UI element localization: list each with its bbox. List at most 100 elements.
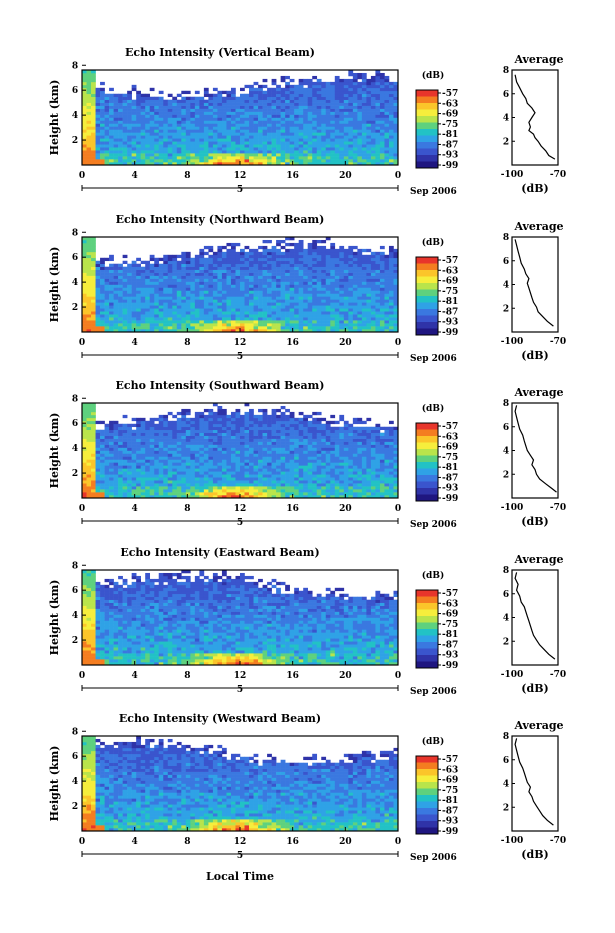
heatmap-cell <box>100 282 105 285</box>
heatmap-cell <box>281 267 286 270</box>
heatmap-cell <box>235 115 240 118</box>
heatmap-cell <box>208 270 213 273</box>
heatmap-cell <box>321 258 326 261</box>
heatmap-cell <box>123 285 128 288</box>
heatmap-cell <box>186 442 191 445</box>
heatmap-cell <box>195 424 200 427</box>
heatmap-cell <box>199 445 204 448</box>
heatmap-cell <box>141 421 146 424</box>
heatmap-cell <box>222 465 227 468</box>
heatmap-cell <box>226 97 231 100</box>
heatmap-cell <box>348 317 353 320</box>
heatmap-cell <box>240 252 245 255</box>
heatmap-cell <box>190 123 195 126</box>
heatmap-cell <box>290 147 295 150</box>
heatmap-cell <box>96 293 101 296</box>
heatmap-cell <box>204 483 209 486</box>
heatmap-cell <box>100 433 105 436</box>
heatmap-cell <box>154 320 159 323</box>
heatmap-cell <box>163 456 168 459</box>
heatmap-cell <box>145 459 150 462</box>
heatmap-cell <box>371 276 376 279</box>
heatmap-cell <box>245 326 250 329</box>
heatmap-cell <box>96 279 101 282</box>
heatmap-cell <box>330 252 335 255</box>
heatmap-cell <box>326 326 331 329</box>
heatmap-cell <box>195 308 200 311</box>
heatmap-cell <box>118 147 123 150</box>
heatmap-cell <box>317 115 322 118</box>
heatmap-cell <box>245 94 250 97</box>
heatmap-cell <box>172 255 177 258</box>
heatmap-cell <box>204 474 209 477</box>
x-tick-label: 12 <box>234 171 247 181</box>
heatmap-cell <box>190 439 195 442</box>
heatmap-cell <box>96 120 101 123</box>
heatmap-cell <box>132 261 137 264</box>
heatmap-cell <box>195 323 200 326</box>
heatmap-cell <box>231 129 236 132</box>
heatmap-cell <box>199 453 204 456</box>
heatmap-cell <box>132 285 137 288</box>
heatmap-cell <box>389 317 394 320</box>
heatmap-cell <box>226 474 231 477</box>
heatmap-cell <box>91 489 96 492</box>
heatmap-cell <box>335 100 340 103</box>
heatmap-cell <box>208 302 213 305</box>
heatmap-cell <box>172 448 177 451</box>
heatmap-cell <box>172 302 177 305</box>
heatmap-cell <box>249 293 254 296</box>
heatmap-cell <box>213 492 218 495</box>
heatmap-cell <box>290 141 295 144</box>
heatmap-cell <box>240 261 245 264</box>
heatmap-cell <box>348 91 353 94</box>
heatmap-cell <box>348 73 353 76</box>
heatmap-cell <box>204 489 209 492</box>
heatmap-cell <box>82 243 87 246</box>
heatmap-cell <box>339 147 344 150</box>
heatmap-cell <box>312 290 317 293</box>
heatmap-cell <box>335 103 340 106</box>
heatmap-cell <box>344 290 349 293</box>
heatmap-cell <box>222 118 227 121</box>
heatmap-cell <box>353 252 358 255</box>
heatmap-cell <box>366 273 371 276</box>
heatmap-cell <box>366 97 371 100</box>
heatmap-cell <box>362 100 367 103</box>
heatmap-cell <box>267 299 272 302</box>
heatmap-cell <box>371 85 376 88</box>
heatmap-cell <box>199 144 204 147</box>
heatmap-cell <box>132 276 137 279</box>
heatmap-cell <box>213 451 218 454</box>
panel-title: Echo Intensity (Northward Beam) <box>116 213 325 226</box>
heatmap-cell <box>168 433 173 436</box>
heatmap-cell <box>204 132 209 135</box>
heatmap-cell <box>82 459 87 462</box>
heatmap-cell <box>335 147 340 150</box>
heatmap-cell <box>127 299 132 302</box>
heatmap-cell <box>240 311 245 314</box>
heatmap-cell <box>312 156 317 159</box>
heatmap-cell <box>263 276 268 279</box>
heatmap-cell <box>353 120 358 123</box>
heatmap-cell <box>339 282 344 285</box>
heatmap-cell <box>105 311 110 314</box>
heatmap-cell <box>132 320 137 323</box>
heatmap-cell <box>208 118 213 121</box>
heatmap-cell <box>181 132 186 135</box>
heatmap-cell <box>109 317 114 320</box>
heatmap-cell <box>299 299 304 302</box>
heatmap-cell <box>281 120 286 123</box>
heatmap-cell <box>254 129 259 132</box>
heatmap-cell <box>294 135 299 138</box>
heatmap-cell <box>96 88 101 91</box>
heatmap-cell <box>87 285 92 288</box>
heatmap-cell <box>145 115 150 118</box>
heatmap-cell <box>240 290 245 293</box>
heatmap-cell <box>145 486 150 489</box>
heatmap-cell <box>321 132 326 135</box>
heatmap-cell <box>181 252 186 255</box>
heatmap-cell <box>118 480 123 483</box>
heatmap-cell <box>330 243 335 246</box>
heatmap-cell <box>168 159 173 162</box>
